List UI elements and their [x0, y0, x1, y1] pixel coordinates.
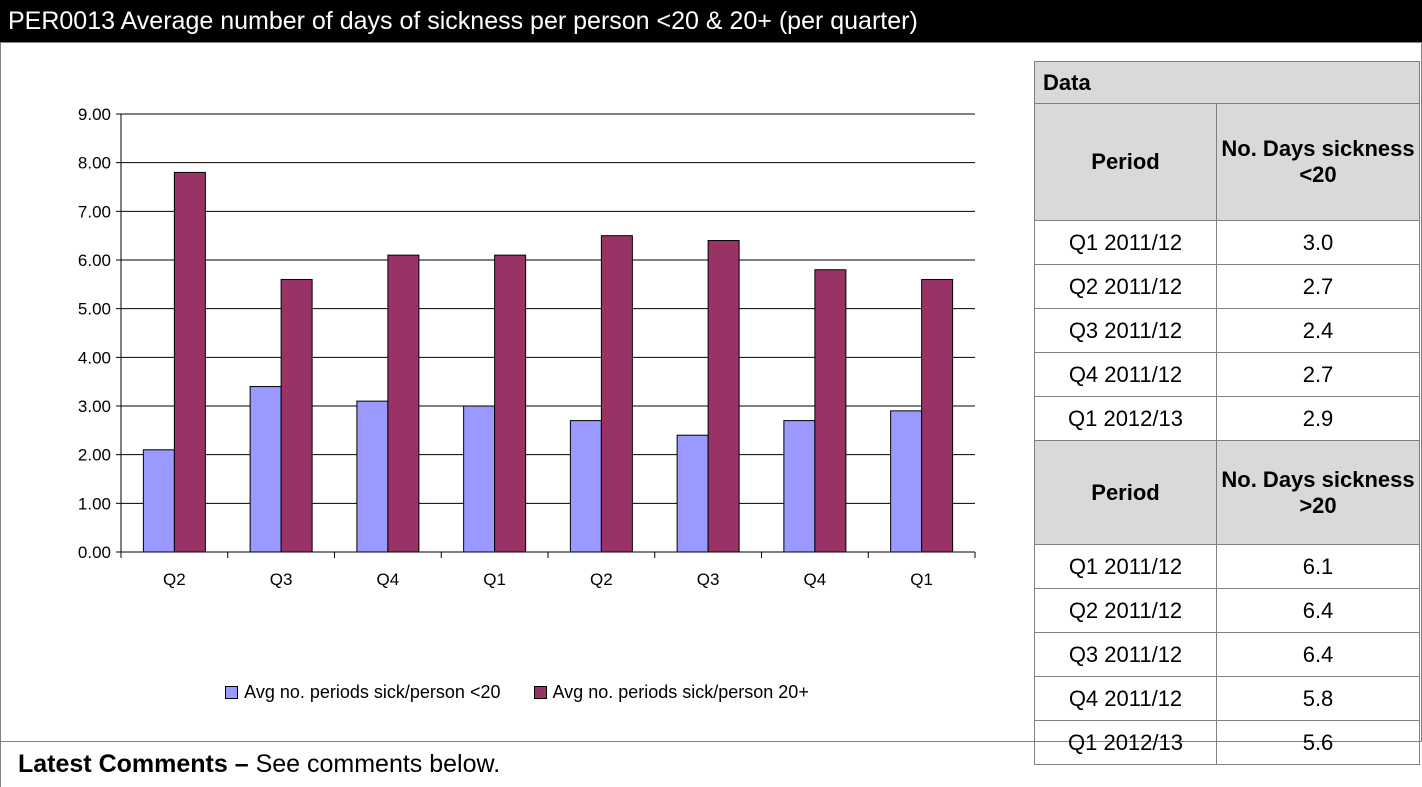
bar-20-plus	[173, 171, 206, 553]
bar-under-20	[463, 405, 496, 553]
y-tick-label: 7.00	[78, 202, 111, 221]
table-row-value: 6.1	[1216, 544, 1420, 589]
bar-chart: 0.00 1.00 2.00 3.00 4.00 5.00 6.00 7.00 8.00 9.00…	[78, 105, 976, 589]
bar-20-plus	[600, 235, 633, 553]
table-row-value: 2.7	[1216, 352, 1420, 397]
chart-area: 0.00 1.00 2.00 3.00 4.00 5.00 6.00 7.00 8.00 9.00…	[0, 42, 1034, 742]
table-row-period: Q3 2011/12	[1034, 308, 1217, 353]
y-tick-label: 0.00	[78, 543, 111, 562]
y-tick-label: 9.00	[78, 105, 111, 124]
y-tick-label: 5.00	[78, 300, 111, 319]
table-row-value: 5.6	[1216, 720, 1420, 765]
x-tick-label: Q1	[483, 570, 506, 589]
y-tick-label: 1.00	[78, 494, 111, 513]
table-row-period: Q1 2012/13	[1034, 720, 1217, 765]
table-row-value: 5.8	[1216, 676, 1420, 721]
legend-item-under-20: Avg no. periods sick/person <20	[225, 682, 500, 703]
table-row-period: Q3 2011/12	[1034, 632, 1217, 677]
table-row-period: Q1 2011/12	[1034, 544, 1217, 589]
header-period-over-20: Period	[1034, 440, 1217, 545]
bar-20-plus	[387, 254, 420, 553]
x-tick-label: Q2	[163, 570, 186, 589]
bar-under-20	[890, 410, 923, 553]
header-days-under-20: No. Days sickness <20	[1216, 103, 1420, 221]
x-tick-label: Q4	[804, 570, 827, 589]
data-table-title: Data	[1034, 61, 1420, 104]
table-row-period: Q1 2012/13	[1034, 396, 1217, 441]
bar-20-plus	[707, 240, 740, 553]
bar-under-20	[569, 420, 602, 553]
table-row-value: 2.7	[1216, 264, 1420, 309]
table-row-period: Q2 2011/12	[1034, 588, 1217, 633]
table-row-value: 6.4	[1216, 632, 1420, 677]
chart-legend: Avg no. periods sick/person <20 Avg no. …	[0, 682, 1034, 703]
data-table: Data Period No. Days sickness <20 Q1 201…	[1034, 61, 1420, 765]
bar-under-20	[142, 449, 175, 553]
bar-20-plus	[494, 254, 527, 553]
latest-comments: Latest Comments – See comments below.	[0, 742, 1422, 787]
header-days-over-20: No. Days sickness >20	[1216, 440, 1420, 545]
data-table-area: Data Period No. Days sickness <20 Q1 201…	[1034, 61, 1420, 765]
page-title: PER0013 Average number of days of sickne…	[0, 0, 1422, 42]
legend-item-20-plus: Avg no. periods sick/person 20+	[533, 682, 809, 703]
legend-label-20-plus: Avg no. periods sick/person 20+	[552, 682, 809, 702]
table-row-value: 6.4	[1216, 588, 1420, 633]
table-row-value: 2.4	[1216, 308, 1420, 353]
table-row-period: Q2 2011/12	[1034, 264, 1217, 309]
x-tick-label: Q4	[377, 570, 400, 589]
y-tick-label: 4.00	[78, 348, 111, 367]
x-tick-label: Q3	[270, 570, 293, 589]
legend-swatch-under-20	[225, 686, 239, 699]
bar-20-plus	[921, 278, 954, 553]
y-tick-label: 3.00	[78, 397, 111, 416]
y-tick-label: 6.00	[78, 251, 111, 270]
table-row-period: Q4 2011/12	[1034, 676, 1217, 721]
bar-20-plus	[814, 269, 847, 553]
bar-under-20	[783, 420, 816, 553]
x-tick-label: Q1	[910, 570, 933, 589]
legend-swatch-20-plus	[533, 686, 547, 699]
x-tick-label: Q2	[590, 570, 613, 589]
x-tick-label: Q3	[697, 570, 720, 589]
comments-label: Latest Comments –	[18, 750, 249, 778]
bar-20-plus	[280, 278, 313, 553]
table-row-period: Q4 2011/12	[1034, 352, 1217, 397]
bar-under-20	[249, 386, 282, 553]
comments-text: See comments below.	[248, 750, 501, 778]
y-tick-label: 2.00	[78, 446, 111, 465]
header-period-under-20: Period	[1034, 103, 1217, 221]
table-row-value: 3.0	[1216, 220, 1420, 265]
table-row-value: 2.9	[1216, 396, 1420, 441]
bar-under-20	[356, 400, 389, 553]
y-tick-label: 8.00	[78, 154, 111, 173]
table-row-period: Q1 2011/12	[1034, 220, 1217, 265]
legend-label-under-20: Avg no. periods sick/person <20	[244, 682, 501, 702]
bar-under-20	[676, 434, 709, 553]
